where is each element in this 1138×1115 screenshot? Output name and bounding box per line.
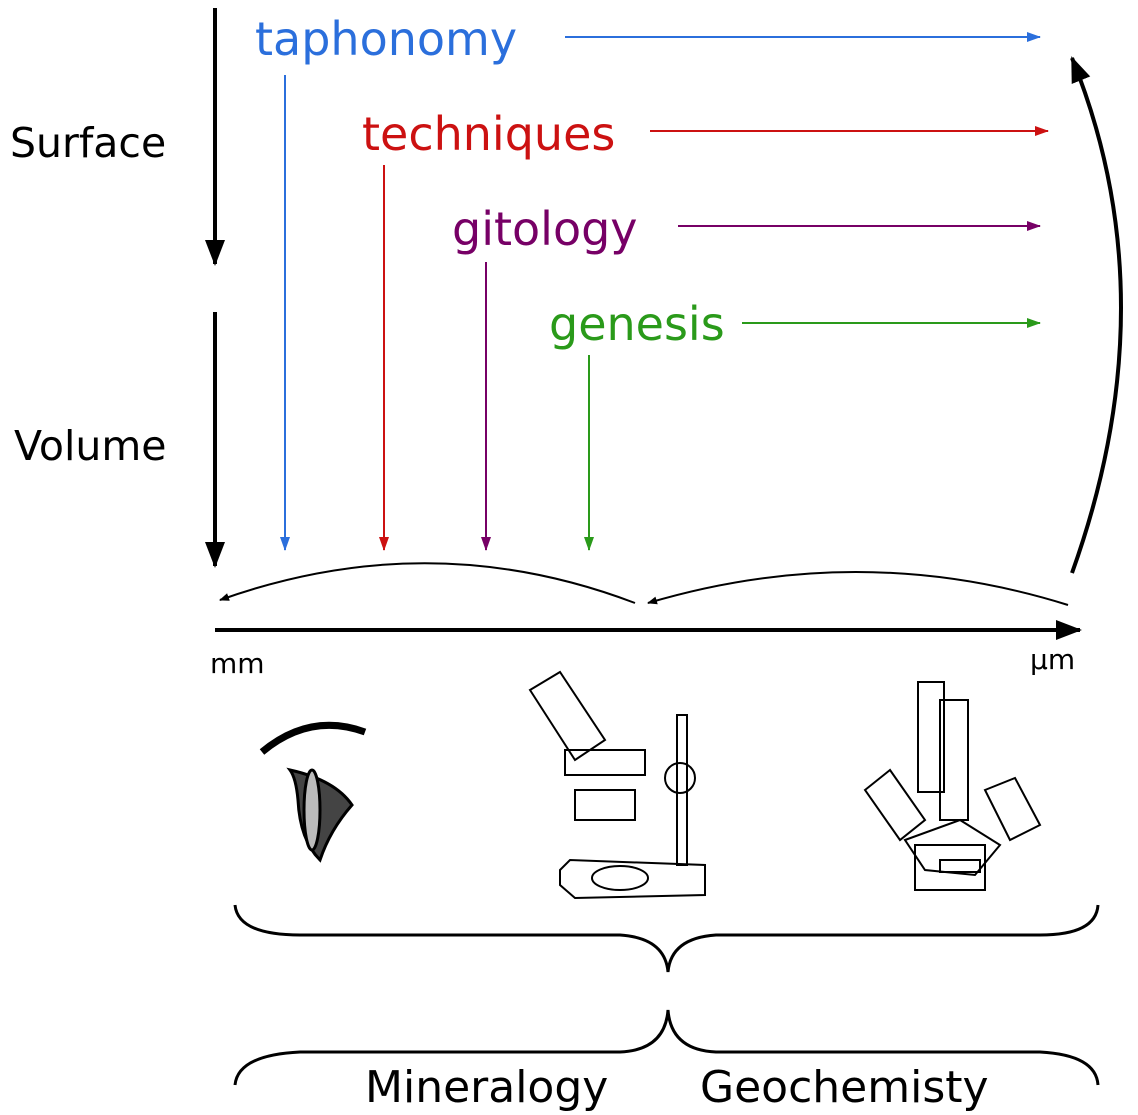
eye-icon [259, 721, 367, 863]
topic-label: techniques [362, 107, 615, 161]
scale-end: µm [1030, 643, 1075, 676]
field-label: Mineralogy [365, 1062, 608, 1113]
topic-label: genesis [549, 297, 725, 351]
microscope-icon [528, 670, 706, 900]
volume-label: Volume [14, 422, 167, 470]
surface-label: Surface [10, 119, 166, 167]
curve-arrow [647, 571, 1069, 606]
topic-label: gitology [452, 202, 638, 256]
scale-start: mm [210, 647, 265, 680]
sem-icon [863, 681, 1042, 891]
curve-arrow [219, 562, 636, 604]
brace [233, 904, 1100, 973]
field-label: Geochemisty [700, 1062, 989, 1113]
topic-label: taphonomy [255, 12, 517, 66]
return-arrow [1070, 56, 1123, 574]
brace [233, 1009, 1100, 1086]
